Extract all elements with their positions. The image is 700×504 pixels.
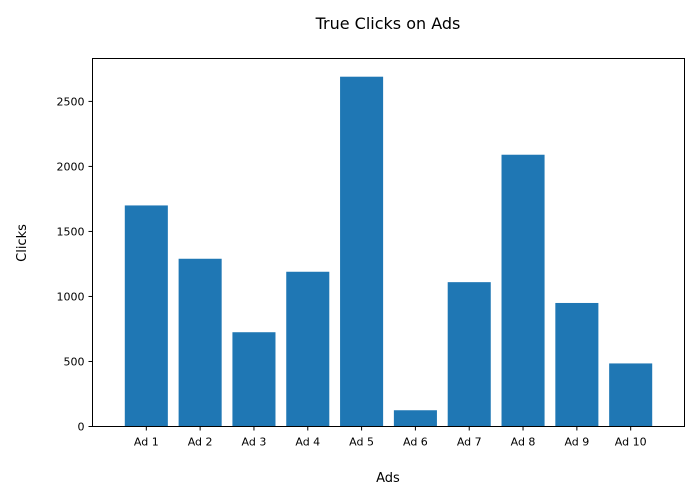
bar-ad-6	[393, 410, 437, 427]
x-tick-label: Ad 6	[403, 436, 428, 449]
x-tick-label: Ad 9	[564, 436, 589, 449]
x-tick-label: Ad 4	[295, 436, 320, 449]
bar-ad-5	[340, 76, 384, 427]
bar-ad-2	[178, 258, 222, 427]
bar-ad-9	[555, 302, 599, 427]
y-tick-label: 1500	[57, 225, 85, 238]
x-tick-label: Ad 7	[457, 436, 482, 449]
y-tick-label: 1000	[57, 290, 85, 303]
x-axis-title: Ads	[376, 471, 400, 486]
bars-layer	[124, 76, 653, 427]
x-tick-label: Ad 5	[349, 436, 374, 449]
bar-ad-8	[501, 154, 545, 427]
y-tick-label: 0	[78, 421, 85, 434]
bar-ad-3	[232, 332, 276, 427]
x-tick-label: Ad 3	[242, 436, 267, 449]
chart-title: True Clicks on Ads	[315, 14, 461, 33]
x-tick-label: Ad 2	[188, 436, 213, 449]
plot-frame	[92, 58, 685, 427]
bar-ad-7	[447, 282, 491, 427]
x-axis: Ad 1 Ad 2 Ad 3 Ad 4 Ad 5 Ad 6 Ad 7 Ad 8 Ad 9 Ad 1…	[134, 426, 647, 449]
bar-ad-10	[609, 363, 653, 427]
y-tick-label: 2000	[57, 160, 85, 173]
x-tick-label: Ad 10	[615, 436, 647, 449]
bar-ad-4	[286, 271, 330, 427]
x-tick-label: Ad 1	[134, 436, 159, 449]
y-axis-title: Clicks	[15, 224, 30, 262]
y-tick-label: 500	[64, 355, 85, 368]
y-tick-label: 2500	[57, 95, 85, 108]
bar-ad-1	[124, 205, 168, 427]
y-axis: 0 500 1000 1500 2000 2500	[57, 95, 93, 434]
x-tick-label: Ad 8	[511, 436, 536, 449]
